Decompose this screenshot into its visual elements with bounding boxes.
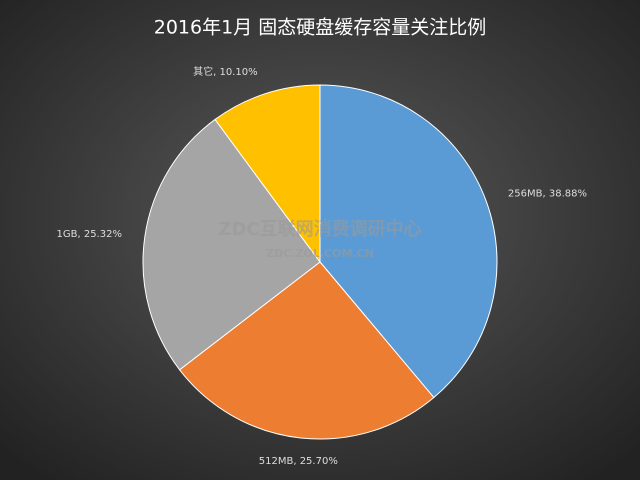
data-label: 256MB, 38.88% xyxy=(508,189,587,200)
pie-slice xyxy=(142,118,321,371)
watermark: ZDC互联网消费调研中心 xyxy=(218,218,421,240)
data-label: 其它, 10.10% xyxy=(193,65,258,78)
pie-slice xyxy=(214,84,321,264)
watermark: ZDC.ZOL.COM.CN xyxy=(266,247,374,260)
pie-slice xyxy=(319,84,498,399)
data-label: 512MB, 25.70% xyxy=(259,456,338,467)
chart-title: 2016年1月 固态硬盘缓存容量关注比例 xyxy=(154,17,486,39)
data-label: 1GB, 25.32% xyxy=(57,229,122,240)
pie-slice xyxy=(178,261,435,440)
